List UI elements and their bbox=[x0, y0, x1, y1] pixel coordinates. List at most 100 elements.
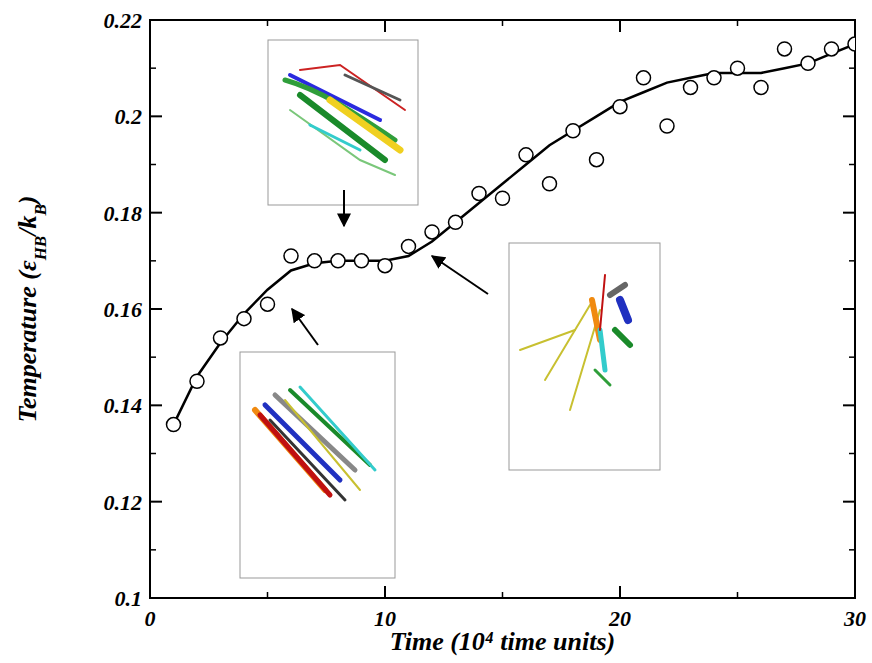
data-point bbox=[754, 80, 768, 94]
y-minor-tick bbox=[150, 260, 156, 262]
inset-frame bbox=[240, 352, 395, 578]
data-group bbox=[167, 37, 856, 432]
y-minor-tick bbox=[849, 549, 855, 551]
x-tick bbox=[619, 586, 621, 598]
inset-strand bbox=[620, 300, 628, 320]
inset-frame bbox=[509, 243, 660, 470]
y-minor-tick bbox=[150, 549, 156, 551]
y-tick-right bbox=[843, 597, 855, 599]
y-tick bbox=[150, 115, 162, 117]
y-tick bbox=[150, 501, 162, 503]
data-point bbox=[707, 71, 721, 85]
data-point bbox=[261, 297, 275, 311]
y-minor-tick bbox=[150, 453, 156, 455]
data-point bbox=[237, 312, 251, 326]
data-point bbox=[825, 42, 839, 56]
inset-strand bbox=[300, 65, 405, 110]
arrow bbox=[343, 190, 345, 226]
inset-strand bbox=[610, 285, 625, 295]
y-tick-right bbox=[843, 308, 855, 310]
page: {"chart_data": {"type": "scatter", "x_la… bbox=[0, 0, 872, 663]
y-tick-label: 0.12 bbox=[104, 490, 143, 515]
y-tick-label: 0.18 bbox=[104, 201, 143, 226]
y-minor-tick bbox=[150, 356, 156, 358]
data-point bbox=[496, 191, 510, 205]
x-minor-tick bbox=[737, 592, 739, 598]
data-point bbox=[425, 225, 439, 239]
y-axis-title: Temperature (εHB/kB) bbox=[13, 196, 50, 423]
x-tick-label: 0 bbox=[145, 606, 156, 631]
data-point bbox=[308, 254, 322, 268]
data-point bbox=[801, 56, 815, 70]
y-tick-label: 0.14 bbox=[104, 393, 143, 418]
data-point bbox=[613, 100, 627, 114]
y-tick-label: 0.22 bbox=[104, 8, 143, 33]
data-point bbox=[378, 259, 392, 273]
data-point bbox=[660, 119, 674, 133]
data-point bbox=[566, 124, 580, 138]
x-minor-tick bbox=[267, 592, 269, 598]
x-tick bbox=[854, 586, 856, 598]
x-minor-tick bbox=[502, 20, 504, 26]
y-tick bbox=[150, 404, 162, 406]
y-title-part: HB bbox=[31, 236, 50, 262]
y-minor-tick bbox=[849, 260, 855, 262]
y-title-part: Temperature (ε bbox=[13, 260, 42, 422]
chart: 01020300.10.120.140.160.180.20.22Time (1… bbox=[0, 0, 872, 663]
x-tick bbox=[384, 586, 386, 598]
x-tick-top bbox=[619, 20, 621, 32]
inset bbox=[268, 40, 418, 205]
data-point bbox=[284, 249, 298, 263]
data-point bbox=[449, 215, 463, 229]
data-point bbox=[355, 254, 369, 268]
inset-strand bbox=[615, 330, 630, 345]
y-tick bbox=[150, 19, 162, 21]
data-point bbox=[731, 61, 745, 75]
data-point bbox=[402, 239, 416, 253]
inset-strand bbox=[330, 100, 400, 150]
x-tick-top bbox=[149, 20, 151, 32]
x-tick bbox=[149, 586, 151, 598]
data-point bbox=[778, 42, 792, 56]
data-point bbox=[472, 186, 486, 200]
data-point bbox=[637, 71, 651, 85]
y-minor-tick bbox=[849, 356, 855, 358]
data-point bbox=[331, 254, 345, 268]
inset-strand bbox=[345, 75, 400, 100]
data-point bbox=[519, 148, 533, 162]
x-minor-tick bbox=[502, 592, 504, 598]
data-point bbox=[590, 153, 604, 167]
data-point bbox=[848, 37, 855, 51]
inset-strand bbox=[310, 125, 360, 150]
y-tick-right bbox=[843, 212, 855, 214]
y-tick-right bbox=[843, 404, 855, 406]
arrow bbox=[432, 256, 488, 294]
y-tick-label: 0.1 bbox=[115, 586, 143, 611]
y-tick-right bbox=[843, 115, 855, 117]
plot-frame bbox=[150, 20, 855, 598]
y-tick-label: 0.2 bbox=[115, 104, 143, 129]
inset-strand bbox=[600, 330, 605, 370]
y-minor-tick bbox=[849, 164, 855, 166]
y-minor-tick bbox=[849, 453, 855, 455]
data-point bbox=[684, 80, 698, 94]
y-tick bbox=[150, 308, 162, 310]
inset bbox=[509, 243, 660, 470]
y-minor-tick bbox=[150, 67, 156, 69]
y-minor-tick bbox=[150, 164, 156, 166]
arrow bbox=[292, 309, 318, 345]
inset-strand bbox=[595, 370, 610, 385]
fit-line bbox=[174, 44, 856, 425]
data-point bbox=[190, 374, 204, 388]
inset bbox=[240, 352, 395, 578]
inset-strand bbox=[600, 275, 605, 330]
y-tick bbox=[150, 597, 162, 599]
data-point bbox=[543, 177, 557, 191]
y-tick-right bbox=[843, 501, 855, 503]
inset-strand bbox=[290, 110, 395, 175]
x-tick-top bbox=[854, 20, 856, 32]
y-minor-tick bbox=[849, 67, 855, 69]
y-title-part: /k bbox=[13, 216, 42, 238]
x-tick-label: 30 bbox=[843, 606, 866, 631]
x-minor-tick bbox=[737, 20, 739, 26]
